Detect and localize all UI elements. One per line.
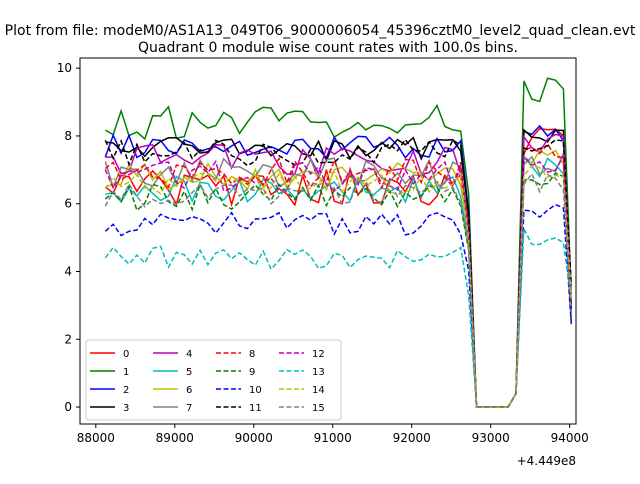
legend-label-11: 11 [249,403,262,414]
x-tick-label: 91000 [314,431,352,445]
legend-label-14: 14 [312,385,325,396]
x-offset-label: +4.449e8 [517,454,576,468]
legend-label-13: 13 [312,367,325,378]
y-tick-label: 6 [64,197,72,211]
series-line-9 [104,172,573,408]
legend-box [85,339,342,421]
series-line-15 [104,172,573,408]
x-tick-label: 88000 [77,431,115,445]
legend-label-9: 9 [249,367,255,378]
series-layer [104,77,573,408]
figure-suptitle: Plot from file: modeM0/AS1A13_049T06_900… [5,23,636,39]
y-axis: 0 2 4 6 8 10 [57,61,80,414]
legend-label-2: 2 [123,385,129,396]
plot-frame [79,57,577,425]
y-tick-label: 2 [64,332,72,346]
y-tick-label: 10 [57,61,72,75]
x-axis: 88000 89000 90000 91000 92000 93000 94000 [77,424,589,445]
x-tick-label: 90000 [235,431,273,445]
legend-label-0: 0 [123,349,129,360]
legend-label-3: 3 [123,403,129,414]
series-line-12 [104,153,573,408]
legend-label-6: 6 [186,385,192,396]
legend-label-7: 7 [186,403,192,414]
legend-label-10: 10 [249,385,262,396]
x-tick-label: 89000 [156,431,194,445]
x-tick-label: 92000 [393,431,431,445]
legend-label-8: 8 [249,349,255,360]
legend-label-5: 5 [186,367,192,378]
legend-label-1: 1 [123,367,129,378]
y-tick-label: 4 [64,265,72,279]
chart-title: Quadrant 0 module wise count rates with … [138,40,518,56]
y-tick-label: 8 [64,129,72,143]
legend-label-15: 15 [312,403,325,414]
x-tick-label: 93000 [472,431,510,445]
x-tick-label: 94000 [551,431,589,445]
legend-label-4: 4 [186,349,192,360]
y-tick-label: 0 [64,400,72,414]
series-line-13 [104,225,573,408]
legend-label-12: 12 [312,349,325,360]
